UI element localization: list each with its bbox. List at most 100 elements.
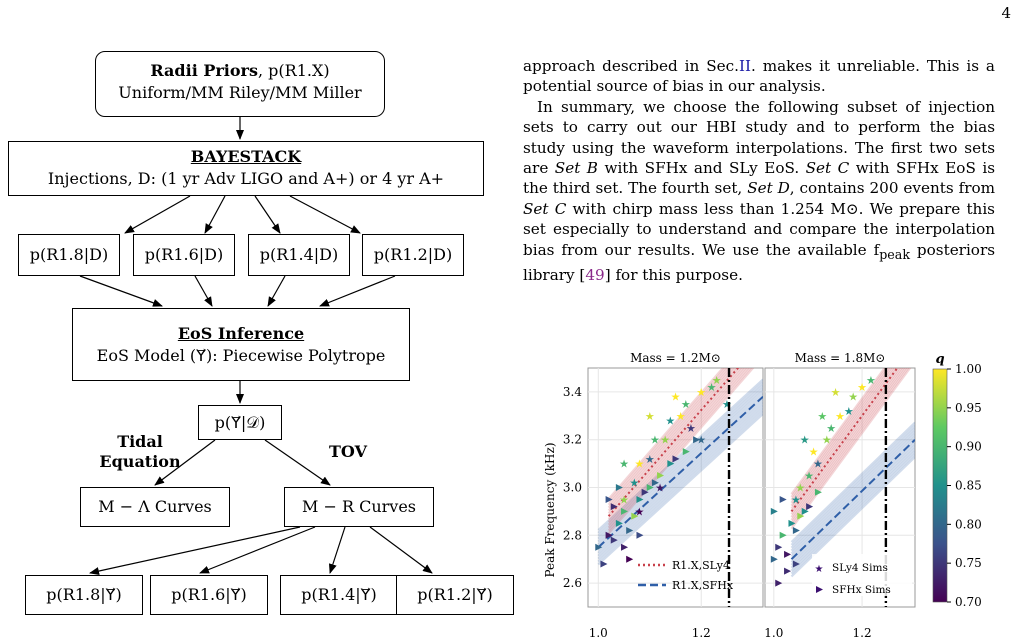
- sly-sim-point: ★: [635, 505, 645, 518]
- marker-legend: ★ SLy4 Sims SFHx Sims: [812, 554, 912, 596]
- citation-link[interactable]: 49: [585, 266, 605, 285]
- sfhx-band-line: [790, 424, 915, 546]
- y-tick-label: 2.8: [563, 528, 582, 542]
- sfhx-band-line: [597, 387, 763, 540]
- set-c-label: Set C: [805, 159, 850, 178]
- legend-star-marker: ★: [815, 564, 824, 575]
- x-tick-label: 1.2: [853, 626, 872, 639]
- sly-band-line: [790, 368, 901, 515]
- sly-sim-point: ★: [696, 434, 706, 447]
- sly-band-line: [790, 368, 897, 510]
- sly-sim-point: ★: [795, 482, 805, 495]
- sfhx-band-line: [597, 381, 763, 534]
- legend-background: [812, 554, 912, 596]
- sly-band-line: [790, 368, 889, 498]
- sfhx-sim-point: [626, 555, 634, 563]
- sfhx-band-line: [597, 413, 763, 566]
- tidal-equation-label: Tidal Equation: [99, 432, 181, 471]
- y-tick-label: 2.6: [563, 576, 582, 590]
- sfhx-band-line: [790, 436, 915, 558]
- colorbar-gradient: [932, 368, 948, 603]
- sly-band-line: [607, 368, 745, 523]
- sfhx-sim-point: [775, 543, 783, 551]
- sly-sim-point: ★: [645, 453, 655, 466]
- sly-band-line: [790, 368, 912, 530]
- colorbar-tick-label: 0.80: [955, 517, 982, 531]
- sly-band-line: [790, 368, 895, 507]
- sfhx-sim-point: [797, 512, 805, 520]
- sly-sim-point: ★: [857, 381, 867, 394]
- paragraph-1: approach described in Sec.II. makes it u…: [523, 56, 995, 97]
- sly-band-line: [607, 368, 730, 506]
- sly-sim-point: ★: [866, 374, 876, 387]
- peak-subscript: peak: [879, 246, 911, 262]
- sly-sim-point: ★: [844, 405, 854, 418]
- sly-band-line: [790, 368, 906, 521]
- text-span: with chirp mass less than 1.254 M⊙. We p…: [523, 199, 995, 259]
- sly-band-line: [790, 368, 887, 495]
- sfhx-sim-point: [779, 495, 787, 503]
- colorbar-tick-label: 0.75: [955, 556, 982, 570]
- sfhx-sim-point: [636, 531, 644, 539]
- sly-sim-point: ★: [848, 391, 858, 404]
- sfhx-sim-point: [605, 495, 613, 503]
- sly-sim-point: ★: [826, 422, 836, 435]
- sfhx-band-line: [790, 430, 915, 552]
- sly-sim-point: ★: [655, 482, 665, 495]
- body-text: approach described in Sec.II. makes it u…: [523, 56, 995, 286]
- eos-inference-title: EoS Inference: [177, 324, 305, 343]
- sly-sim-point: ★: [629, 477, 639, 490]
- sfhx-sim-point: [636, 495, 644, 503]
- chart-panel-left: ★★★ ★★ ★★ ★★★★ ★★★★★★★★★Mass = 1.2M⊙: [587, 351, 764, 608]
- x-axis-ticks: 1.0 1.2 1.0 1.2: [589, 626, 872, 639]
- eos-inference-box: EoS Inference EoS Model (Υ⃗): Piecewise …: [72, 308, 410, 381]
- sly-sim-point: ★: [809, 446, 819, 459]
- sly-band-line: [607, 368, 727, 503]
- text-span: with SFHx and SLy EoS.: [597, 159, 806, 178]
- legend-sly-label: R1.X,SLy4: [672, 559, 730, 572]
- sly-sim-point: ★: [660, 434, 670, 447]
- sly-band-line: [607, 368, 747, 526]
- sly-sim-point: ★: [681, 398, 691, 411]
- sfhx-sim-point: [615, 484, 623, 491]
- eos-posterior-box: p(Υ⃗|𝒟): [198, 405, 282, 440]
- sfhx-sim-point: [641, 488, 649, 496]
- sfhx-sim-point: [806, 503, 814, 511]
- sfhx-sim-point: [621, 543, 629, 551]
- sly-sim-point: ★: [635, 458, 645, 471]
- sfhx-band-line: [790, 441, 915, 563]
- sfhx-band-line: [790, 450, 915, 572]
- sly-sim-point: ★: [831, 386, 841, 399]
- sfhx-sim-point: [610, 536, 618, 544]
- sfhx-band-line: [597, 404, 763, 557]
- panel-title: Mass = 1.2M⊙: [630, 351, 721, 365]
- sfhx-band-line: [790, 427, 915, 549]
- section-ref-link[interactable]: II: [738, 57, 751, 75]
- text-span: In summary, we choose the following subs…: [523, 97, 995, 178]
- m-r-box: M − R Curves: [284, 487, 434, 527]
- sly-sim-point: ★: [800, 434, 810, 447]
- x-tick-label: 1.2: [692, 626, 711, 639]
- sfhx-sim-point: [775, 579, 783, 587]
- sly-mean-line: [607, 368, 740, 517]
- y-axis-label: Peak Frequency (kHz): [543, 442, 557, 577]
- sly-sim-point: ★: [707, 381, 717, 394]
- sly-band-line: [790, 368, 910, 527]
- sfhx-sim-point: [651, 479, 659, 487]
- sfhx-sim-point: [792, 560, 800, 568]
- colorbar-tick-label: 0.90: [955, 440, 982, 454]
- colorbar-tick-label: 1.00: [955, 362, 982, 376]
- posterior-d-box: p(R1.2|D): [362, 234, 464, 276]
- y-tick-label: 3.4: [563, 385, 582, 399]
- sfhx-sim-point: [621, 507, 629, 515]
- x-tick-label: 1.0: [764, 626, 783, 639]
- colorbar-label: q: [935, 352, 944, 367]
- sfhx-band-line: [790, 447, 915, 569]
- sly-sim-point: ★: [722, 398, 732, 411]
- sly-band-line: [607, 368, 755, 535]
- sfhx-sim-point: [626, 527, 634, 535]
- sly-sim-point: ★: [619, 458, 629, 471]
- colorbar-tick-label: 0.85: [955, 479, 982, 493]
- text-span: with SFHx EoS is the third set. The four…: [523, 159, 995, 198]
- sfhx-sim-point: [770, 507, 778, 515]
